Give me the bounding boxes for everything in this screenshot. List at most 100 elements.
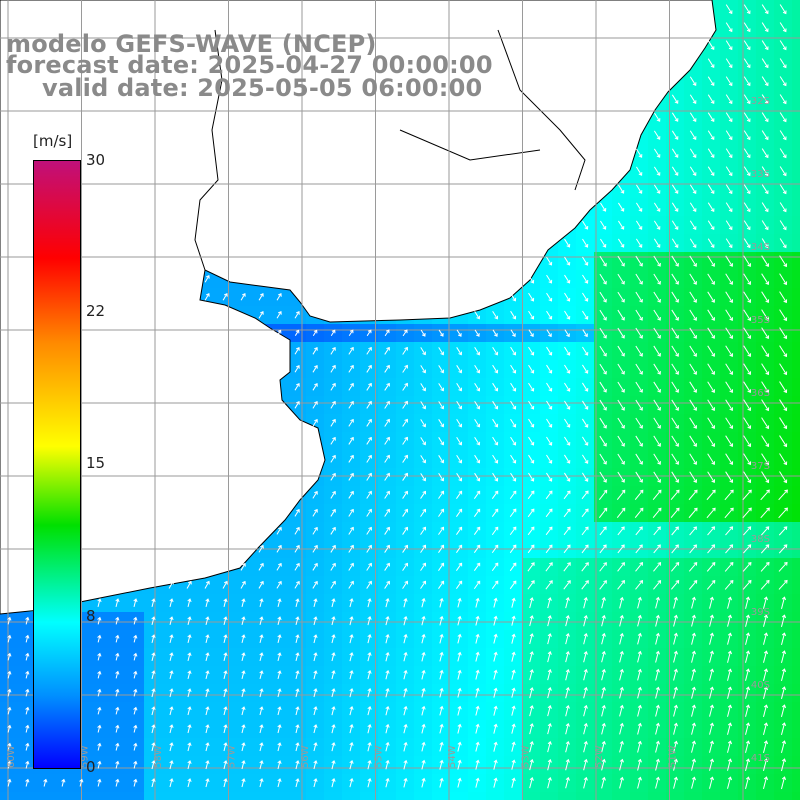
wind-speed-cell	[792, 216, 800, 234]
wind-arrow	[653, 184, 661, 194]
wind-arrow	[385, 615, 390, 626]
wind-arrow	[707, 471, 716, 483]
wind-arrow	[528, 364, 535, 374]
wind-speed-cell	[792, 522, 800, 540]
wind-arrow	[115, 760, 120, 769]
wind-arrow	[689, 345, 697, 357]
wind-arrow	[599, 273, 607, 285]
wind-arrow	[779, 40, 787, 51]
wind-arrow	[204, 274, 210, 283]
wind-arrow	[619, 614, 624, 627]
wind-arrow	[493, 723, 498, 734]
wind-arrow	[691, 650, 697, 663]
wind-arrow	[779, 291, 788, 304]
wind-arrow	[187, 706, 192, 716]
wind-arrow	[259, 688, 264, 698]
wind-arrow	[474, 400, 481, 410]
wind-arrow	[312, 562, 318, 571]
wind-arrow	[637, 776, 642, 789]
wind-arrow	[761, 202, 769, 213]
wind-arrow	[582, 238, 589, 248]
wind-arrow	[367, 652, 372, 662]
wind-arrow	[366, 436, 372, 445]
wind-arrow	[474, 454, 481, 464]
wind-arrow	[725, 255, 733, 267]
wind-arrow	[133, 616, 138, 625]
wind-arrow	[259, 742, 264, 752]
wind-arrow	[223, 598, 228, 608]
wind-arrow	[671, 345, 679, 357]
wind-arrow	[583, 722, 588, 735]
wind-arrow	[779, 399, 788, 412]
wind-arrow	[635, 273, 643, 285]
wind-arrow	[653, 562, 662, 572]
wind-arrow	[438, 365, 445, 374]
wind-arrow	[761, 58, 769, 69]
wind-arrow	[761, 130, 769, 141]
wind-arrow	[743, 345, 752, 358]
wind-arrow	[169, 616, 174, 626]
wind-arrow	[438, 329, 444, 337]
wind-arrow	[510, 329, 516, 337]
wind-arrow	[277, 760, 282, 770]
wind-arrow	[475, 759, 480, 770]
wind-arrow	[384, 454, 390, 463]
wind-speed-cell	[594, 792, 612, 800]
wind-arrow	[510, 292, 517, 302]
wind-arrow	[653, 166, 661, 176]
wind-arrow	[600, 238, 607, 248]
wind-arrow	[491, 508, 499, 518]
wind-arrow	[348, 400, 354, 409]
wind-arrow	[294, 544, 300, 553]
wind-arrow	[546, 472, 553, 482]
wind-arrow	[455, 562, 463, 571]
wind-arrow	[511, 759, 516, 770]
wind-arrow	[725, 148, 733, 159]
wind-arrow	[673, 704, 678, 717]
wind-arrow	[617, 399, 625, 411]
wind-arrow	[655, 776, 660, 789]
wind-arrow	[709, 776, 715, 789]
wind-arrow	[511, 723, 516, 734]
wind-arrow	[529, 705, 534, 717]
wind-arrow	[25, 742, 30, 751]
wind-arrow	[240, 580, 246, 589]
wind-speed-cell	[648, 792, 666, 800]
wind-arrow	[724, 507, 734, 519]
wind-arrow	[349, 724, 354, 734]
wind-arrow	[727, 758, 733, 771]
wind-arrow	[653, 417, 661, 429]
wind-arrow	[581, 436, 589, 446]
wind-arrow	[671, 112, 679, 122]
wind-arrow	[511, 651, 516, 662]
wind-arrow	[241, 652, 246, 662]
wind-arrow	[655, 650, 660, 663]
wind-arrow	[673, 776, 679, 789]
wind-arrow	[582, 292, 589, 302]
wind-arrow	[761, 238, 769, 249]
wind-arrow	[655, 740, 660, 753]
wind-arrow	[725, 130, 733, 141]
wind-arrow	[457, 615, 462, 626]
wind-arrow	[294, 347, 300, 355]
wind-arrow	[671, 435, 679, 447]
wind-arrow	[277, 706, 282, 716]
wind-arrow	[635, 417, 643, 429]
wind-arrow	[115, 634, 120, 643]
wind-arrow	[689, 238, 697, 248]
wind-arrow	[779, 148, 787, 159]
wind-arrow	[277, 598, 282, 608]
wind-arrow	[438, 347, 444, 356]
wind-arrow	[617, 291, 625, 303]
wind-arrow	[313, 616, 318, 626]
wind-arrow	[474, 364, 481, 374]
wind-arrow	[743, 273, 752, 285]
wind-arrow	[601, 596, 606, 609]
wind-arrow	[492, 310, 499, 320]
wind-arrow	[438, 562, 445, 571]
wind-arrow	[689, 309, 697, 321]
wind-arrow	[259, 634, 264, 644]
border-line	[399, 129, 541, 161]
wind-arrow	[151, 688, 156, 698]
